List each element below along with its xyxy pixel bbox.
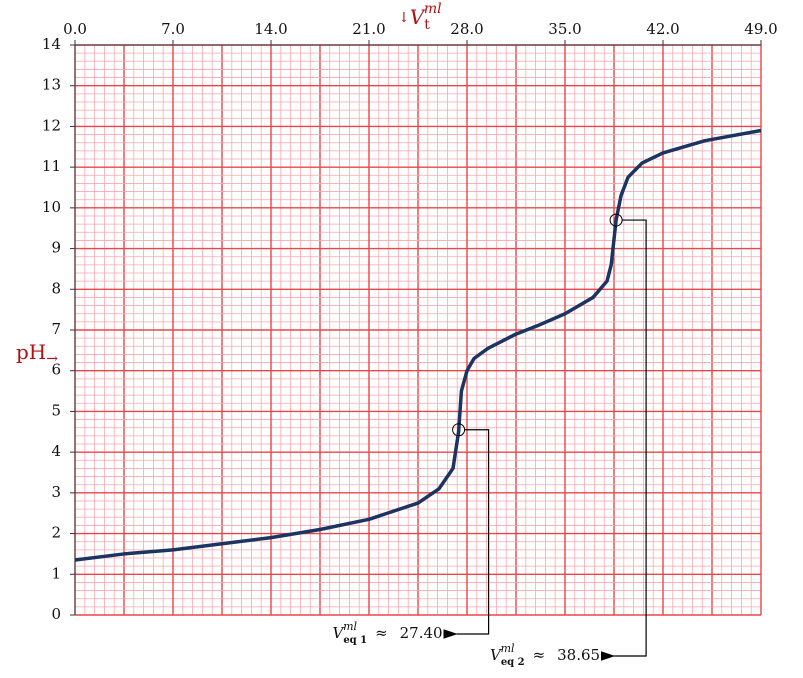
leader-line — [600, 219, 647, 661]
x-tick-label: 35.0 — [548, 20, 581, 38]
annotation-label: Veq 1 ml ≈27.40 — [332, 620, 442, 646]
y-tick-label: 9 — [51, 239, 61, 257]
y-tick-label: 5 — [51, 401, 61, 419]
y-axis-label: pH→ — [16, 340, 58, 368]
superscript: ml — [343, 620, 357, 633]
y-tick-label: 11 — [42, 157, 61, 175]
approx: ≈ — [533, 646, 546, 664]
symbol: V — [490, 646, 503, 664]
approx: ≈ — [375, 624, 388, 642]
y-tick-label: 4 — [51, 442, 61, 460]
arrow: → — [46, 351, 58, 367]
y-tick-label: 10 — [42, 198, 61, 216]
x-tick-label: 42.0 — [646, 20, 679, 38]
y-tick-label: 3 — [51, 483, 61, 501]
superscript: ml — [424, 1, 442, 17]
y-tick-label: 12 — [42, 116, 61, 134]
y-tick-label: 0 — [51, 605, 61, 623]
subscript: eq 1 — [343, 635, 367, 646]
symbol: V — [332, 624, 345, 642]
text: pH — [16, 340, 46, 364]
x-axis-label: ↓Vtml — [398, 1, 442, 33]
y-tick-label: 13 — [42, 76, 61, 94]
y-tick-label: 6 — [51, 361, 61, 379]
y-tick-label: 2 — [51, 524, 61, 542]
x-tick-label: 49.0 — [744, 20, 777, 38]
x-tick-label: 14.0 — [254, 20, 287, 38]
y-tick-label: 8 — [51, 279, 61, 297]
subscript: t — [424, 17, 430, 33]
symbol: V — [410, 5, 427, 29]
y-tick-label: 14 — [42, 35, 61, 53]
superscript: ml — [501, 642, 515, 655]
leader-line — [443, 429, 490, 639]
subscript: eq 2 — [501, 657, 525, 668]
x-tick-label: 28.0 — [450, 20, 483, 38]
x-tick-label: 0.0 — [63, 20, 87, 38]
x-tick-label: 21.0 — [352, 20, 385, 38]
value-label: 27.40 — [400, 624, 443, 642]
titration-curve — [74, 128, 762, 562]
annotation-label: Veq 2 ml ≈38.65 — [490, 642, 600, 668]
arrow: ↓ — [398, 10, 410, 26]
y-tick-label: 1 — [51, 564, 61, 582]
value-label: 38.65 — [557, 646, 600, 664]
x-tick-label: 7.0 — [161, 20, 185, 38]
y-tick-label: 7 — [51, 320, 61, 338]
